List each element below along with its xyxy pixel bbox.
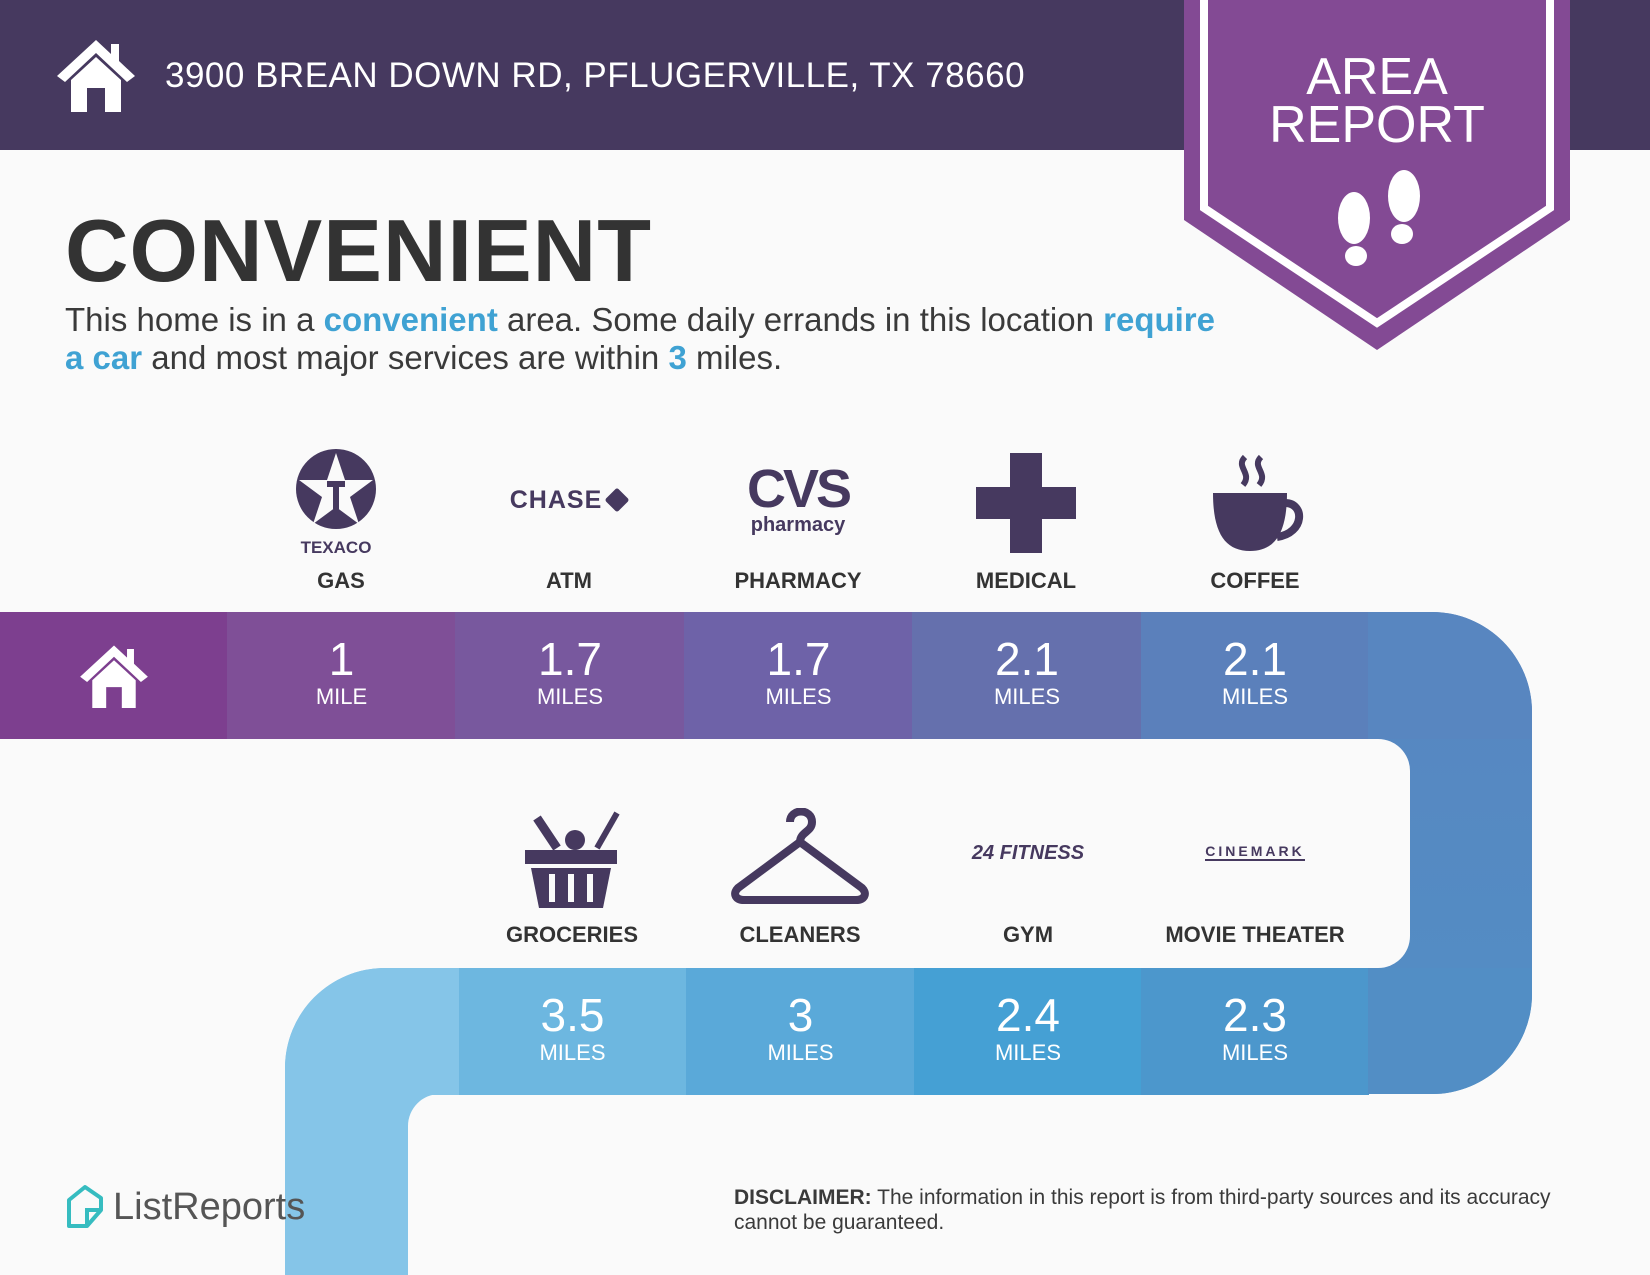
distance-value: 1 — [328, 633, 355, 685]
chase-octagon-icon — [604, 487, 630, 513]
distance-value: 1.7 — [538, 633, 602, 685]
distance-value: 1.7 — [766, 633, 831, 685]
path-inner-gap-lower — [408, 1094, 1650, 1275]
path-inner-gap — [0, 739, 1410, 968]
area-report-banner — [1184, 0, 1570, 350]
distance-unit: MILES — [765, 684, 832, 709]
distance-cell-cleaners: 3 MILES — [686, 968, 915, 1095]
cvs-logo: CVS pharmacy — [746, 458, 852, 536]
disclaimer: DISCLAIMER: The information in this repo… — [734, 1186, 1551, 1234]
distance-unit: MILES — [767, 1040, 834, 1065]
property-address: 3900 BREAN DOWN RD, PFLUGERVILLE, TX 786… — [165, 56, 1026, 95]
distance-unit: MILES — [1221, 1040, 1289, 1065]
listreports-icon — [67, 1185, 103, 1228]
listreports-logo: ListReports — [65, 1184, 305, 1230]
path-corner-bottom — [1368, 968, 1532, 1094]
distance-cell-coffee: 2.1 MILES — [1141, 612, 1369, 739]
distance-unit: MILES — [993, 684, 1061, 709]
category-label: GROCERIES — [505, 922, 639, 947]
distance-cell-atm: 1.7 MILES — [455, 612, 685, 739]
category-label: COFFEE — [1210, 568, 1300, 593]
distance-value: 2.4 — [996, 989, 1060, 1041]
distance-cell-gym: 2.4 MILES — [914, 968, 1142, 1095]
home-icon — [79, 645, 148, 708]
category-label: CLEANERS — [739, 922, 861, 947]
distance-cell-medical: 2.1 MILES — [912, 612, 1142, 739]
distance-value: 3.5 — [540, 989, 605, 1041]
distance-value: 3 — [787, 989, 814, 1041]
distance-unit: MILE — [315, 684, 368, 709]
footprints-icon — [1338, 170, 1420, 266]
category-label: ATM — [545, 568, 593, 593]
category-label: PHARMACY — [734, 568, 862, 593]
category-label: GAS — [317, 568, 365, 593]
home-cell — [0, 612, 227, 739]
banner-report: REPORT — [1269, 96, 1485, 154]
distance-cell-gas: 1 MILE — [227, 612, 456, 739]
distance-cell-movie-theater: 2.3 MILES — [1141, 968, 1369, 1095]
24-hour-fitness-logo: 24 FITNESS — [971, 841, 1085, 864]
cinemark-logo: CINEMARK — [1205, 843, 1305, 861]
grocery-basket-icon — [458, 808, 686, 908]
home-icon — [57, 40, 135, 112]
description: This home is in a convenient area. Some … — [65, 301, 1215, 376]
path-corner-left — [285, 968, 459, 1095]
distance-value: 2.1 — [995, 633, 1059, 685]
distance-value: 2.3 — [1223, 989, 1287, 1041]
chase-logo: CHASE — [455, 480, 683, 520]
category-label: GYM — [1002, 922, 1054, 947]
distance-unit: MILES — [536, 684, 604, 709]
page-title: CONVENIENT — [65, 201, 652, 300]
distance-cell-pharmacy: 1.7 MILES — [684, 612, 913, 739]
distance-unit: MILES — [539, 1040, 606, 1065]
distance-cell-groceries: 3.5 MILES — [458, 968, 687, 1095]
texaco-logo: TEXACO — [222, 447, 450, 557]
category-label: MEDICAL — [975, 568, 1077, 593]
path-corner-top — [1368, 612, 1532, 739]
banner-area: AREA — [1306, 48, 1448, 106]
category-label: MOVIE THEATER — [1165, 922, 1345, 947]
svg-text:TEXACO: TEXACO — [301, 538, 372, 557]
medical-cross-icon — [912, 452, 1140, 554]
distance-unit: MILES — [994, 1040, 1062, 1065]
distance-value: 2.1 — [1223, 633, 1287, 685]
distance-unit: MILES — [1221, 684, 1289, 709]
hanger-icon — [686, 808, 914, 908]
coffee-cup-icon — [1141, 452, 1369, 554]
